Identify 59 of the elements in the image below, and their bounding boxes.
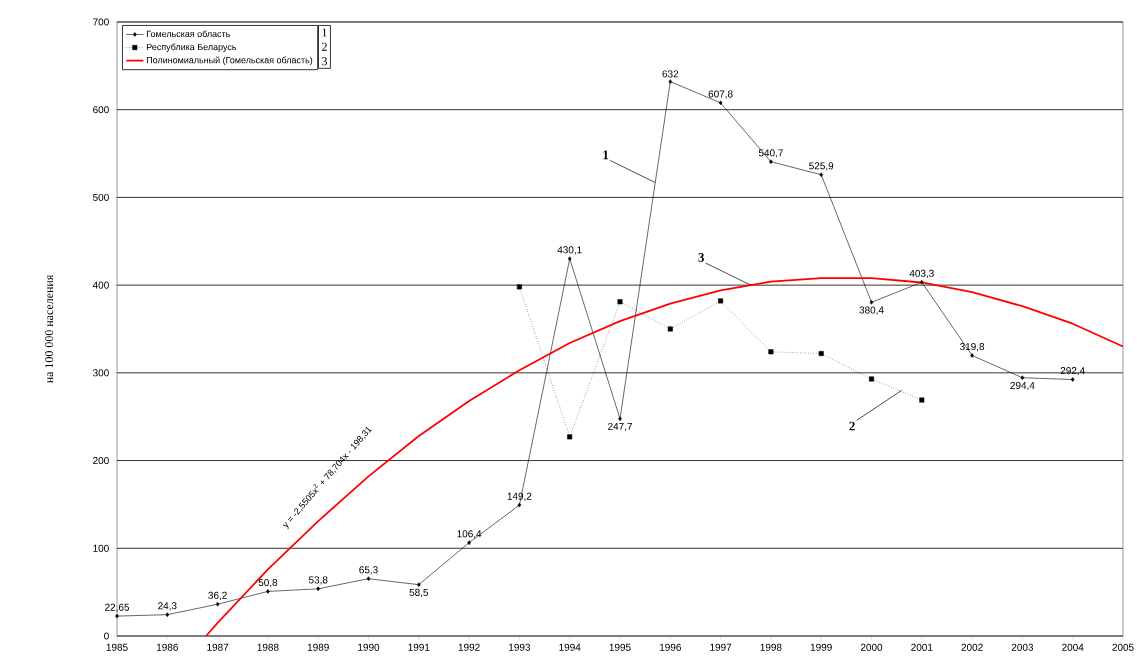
data-label: 50,8 [258, 579, 278, 588]
x-tick-label: 1998 [760, 643, 782, 651]
data-label: 319,8 [960, 343, 985, 352]
data-label: 430,1 [557, 246, 582, 255]
data-label: 292,4 [1060, 367, 1085, 376]
data-label: 632 [662, 70, 679, 78]
x-tick-label: 1997 [710, 643, 732, 651]
data-label: 106,4 [457, 530, 482, 539]
y-tick-label: 400 [92, 281, 109, 289]
x-tick-label: 1987 [207, 643, 229, 651]
x-tick-label: 1989 [307, 643, 329, 651]
data-label: 149,2 [507, 492, 532, 501]
x-tick-label: 1999 [810, 643, 832, 651]
x-tick-label: 2003 [1011, 643, 1034, 651]
data-label: 294,4 [1010, 381, 1035, 391]
x-tick-label: 1993 [509, 643, 531, 651]
x-tick-label: 1988 [257, 643, 279, 651]
annotation: 3 [698, 253, 704, 262]
x-tick-label: 1992 [458, 643, 480, 651]
data-label: 525,9 [809, 162, 834, 171]
x-tick-label: 2001 [911, 643, 933, 651]
data-label: 380,4 [859, 306, 884, 315]
data-label: 36,2 [208, 591, 227, 601]
y-axis-title: на 100 000 населения [45, 274, 54, 384]
data-label: 403,3 [909, 269, 934, 279]
annotation: 3 [322, 57, 327, 66]
data-label: 607,8 [708, 90, 733, 99]
x-tick-label: 1985 [106, 643, 128, 651]
data-label: 540,7 [758, 149, 783, 158]
y-tick-label: 700 [93, 18, 109, 26]
y-tick-label: 200 [93, 457, 109, 465]
x-tick-label: 2002 [961, 643, 983, 651]
data-label: 53,8 [308, 576, 328, 585]
data-label: 24,3 [158, 602, 177, 611]
y-tick-label: 600 [93, 106, 109, 114]
legend-label: Республика Беларусь [146, 43, 237, 52]
data-label: 65,3 [359, 566, 378, 575]
x-tick-label: 2004 [1062, 643, 1084, 651]
legend-label: Полиномиальный (Гомельская область) [146, 56, 313, 66]
annotation: 1 [603, 150, 609, 160]
y-tick-label: 300 [92, 369, 109, 377]
x-tick-label: 1994 [559, 643, 581, 651]
y-tick-label: 0 [104, 632, 109, 640]
x-tick-label: 2000 [860, 643, 883, 651]
x-tick-label: 2005 [1112, 643, 1134, 651]
data-label: 58,5 [409, 588, 429, 598]
annotation: 1 [322, 28, 327, 37]
annotation: 2 [322, 42, 327, 51]
x-tick-label: 1986 [156, 643, 178, 651]
data-label: 247,7 [608, 422, 632, 432]
annotation: 2 [849, 421, 855, 431]
x-tick-label: 1991 [408, 643, 430, 651]
legend-label: Гомельская область [146, 30, 231, 38]
x-tick-label: 1996 [659, 643, 681, 651]
y-tick-label: 500 [93, 193, 109, 201]
x-tick-label: 1995 [609, 643, 631, 651]
data-label: 22,65 [105, 603, 130, 612]
y-tick-label: 100 [93, 544, 109, 552]
x-tick-label: 1990 [358, 643, 380, 651]
